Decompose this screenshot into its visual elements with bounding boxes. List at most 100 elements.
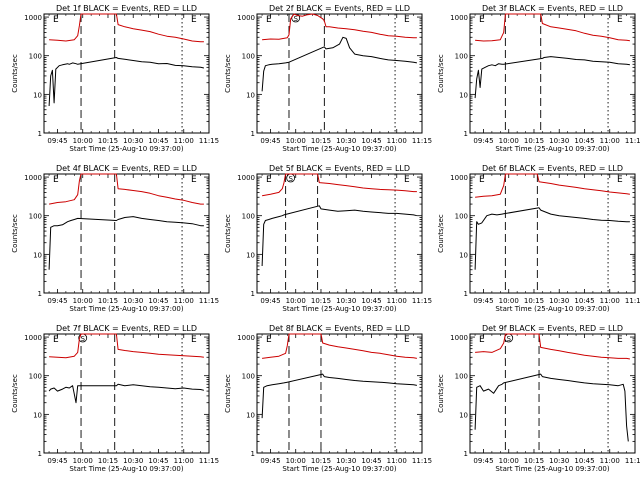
x-tick-label: 10:00 [286,137,306,145]
y-tick-label: 1 [464,130,468,138]
y-axis-label: Counts/sec [224,54,232,93]
y-tick-label: 100 [29,373,42,381]
x-tick-label: 10:30 [549,457,569,465]
x-tick-label: 09:45 [473,457,493,465]
y-axis-label: Counts/sec [437,54,445,93]
x-tick-label: 11:00 [174,137,194,145]
y-tick-label: 100 [242,213,255,221]
y-tick-label: 1 [464,290,468,298]
event-marker-label: E [404,335,410,345]
panel-title: Det 5f BLACK = Events, RED = LLD [269,164,410,173]
event-marker-label: E [53,15,59,25]
y-tick-label: 100 [242,53,255,61]
x-tick-label: 10:30 [336,457,356,465]
y-tick-label: 10 [459,91,468,99]
x-tick-label: 11:00 [600,137,620,145]
x-tick-label: 10:30 [123,457,143,465]
y-tick-label: 1 [251,450,255,458]
x-tick-label: 10:15 [311,137,331,145]
x-tick-label: 10:00 [73,457,93,465]
x-tick-label: 10:45 [148,297,168,305]
events-series-line [474,207,630,270]
events-series-line [261,373,417,419]
plot-frame [256,333,423,454]
x-tick-label: 11:00 [174,297,194,305]
event-marker-label: E [479,15,485,25]
x-tick-label: 10:30 [123,297,143,305]
plot-frame [256,173,423,294]
y-axis-label: Counts/sec [224,214,232,253]
y-tick-label: 1 [38,450,42,458]
x-tick-label: 09:45 [473,297,493,305]
plot-frame [469,333,636,454]
x-tick-label: 10:15 [98,297,118,305]
x-tick-label: 10:45 [148,137,168,145]
panel-title: Det 4f BLACK = Events, RED = LLD [56,164,197,173]
x-tick-label: 10:45 [574,297,594,305]
y-axis-label: Counts/sec [437,214,445,253]
y-axis-label: Counts/sec [11,374,19,413]
x-tick-label: 09:45 [47,297,67,305]
event-marker-label: S [80,335,85,343]
events-series-line [474,373,629,442]
y-tick-label: 1 [38,290,42,298]
events-series-line [474,56,630,99]
y-tick-label: 1000 [24,334,42,342]
x-tick-label: 10:45 [361,297,381,305]
y-tick-label: 100 [29,213,42,221]
lld-series-line [475,173,630,198]
y-tick-label: 1000 [450,334,468,342]
x-tick-label: 09:45 [473,137,493,145]
panel-det-7: Det 7f BLACK = Events, RED = LLD 1 10 100 10… [11,324,219,473]
plot-frame [469,173,636,294]
x-tick-label: 10:00 [499,137,519,145]
panel-title: Det 6f BLACK = Events, RED = LLD [482,164,623,173]
x-tick-label: 11:00 [387,457,407,465]
event-marker-label: E [191,335,197,345]
x-tick-label: 10:00 [286,457,306,465]
panel-det-1: Det 1f BLACK = Events, RED = LLD 1 10 100 10… [11,4,219,153]
x-tick-label: 11:00 [387,137,407,145]
x-tick-label: 10:00 [73,137,93,145]
event-marker-label: E [266,335,272,345]
panel-det-2: Det 2f BLACK = Events, RED = LLD 1 10 100 10… [224,4,432,153]
y-tick-label: 10 [246,251,255,259]
y-axis-label: Counts/sec [437,374,445,413]
event-marker-label: S [288,175,293,183]
event-marker-label: E [404,15,410,25]
x-tick-label: 11:15 [412,137,432,145]
x-tick-label: 10:15 [524,457,544,465]
x-tick-label: 10:15 [98,457,118,465]
x-tick-label: 10:00 [499,457,519,465]
y-tick-label: 10 [459,251,468,259]
x-tick-label: 11:15 [412,457,432,465]
x-tick-label: 11:15 [625,297,640,305]
panel-det-8: Det 8f BLACK = Events, RED = LLD 1 10 100 10… [224,324,432,473]
x-axis-label: Start Time (25-Aug-10 09:37:00) [282,305,396,313]
x-tick-label: 11:15 [625,137,640,145]
plot-frame [256,13,423,134]
lld-series-line [262,13,417,41]
event-marker-label: S [506,335,511,343]
y-tick-label: 100 [455,213,468,221]
y-axis-label: Counts/sec [11,54,19,93]
events-series-line [48,57,205,107]
y-tick-label: 1 [464,450,468,458]
x-tick-label: 10:00 [499,297,519,305]
event-marker-label: S [293,15,298,23]
event-marker-label: E [479,335,485,345]
panel-title: Det 2f BLACK = Events, RED = LLD [269,4,410,13]
event-marker-label: E [266,175,272,185]
y-tick-label: 1000 [450,14,468,22]
event-marker-label: E [617,335,623,345]
x-tick-label: 09:45 [47,457,67,465]
x-axis-label: Start Time (25-Aug-10 09:37:00) [495,305,609,313]
panel-det-4: Det 4f BLACK = Events, RED = LLD 1 10 100 10… [11,164,219,313]
event-marker-label: E [404,175,410,185]
y-tick-label: 10 [33,251,42,259]
x-axis-label: Start Time (25-Aug-10 09:37:00) [282,465,396,473]
event-marker-label: E [617,175,623,185]
x-tick-label: 10:30 [549,137,569,145]
x-tick-label: 11:15 [625,457,640,465]
